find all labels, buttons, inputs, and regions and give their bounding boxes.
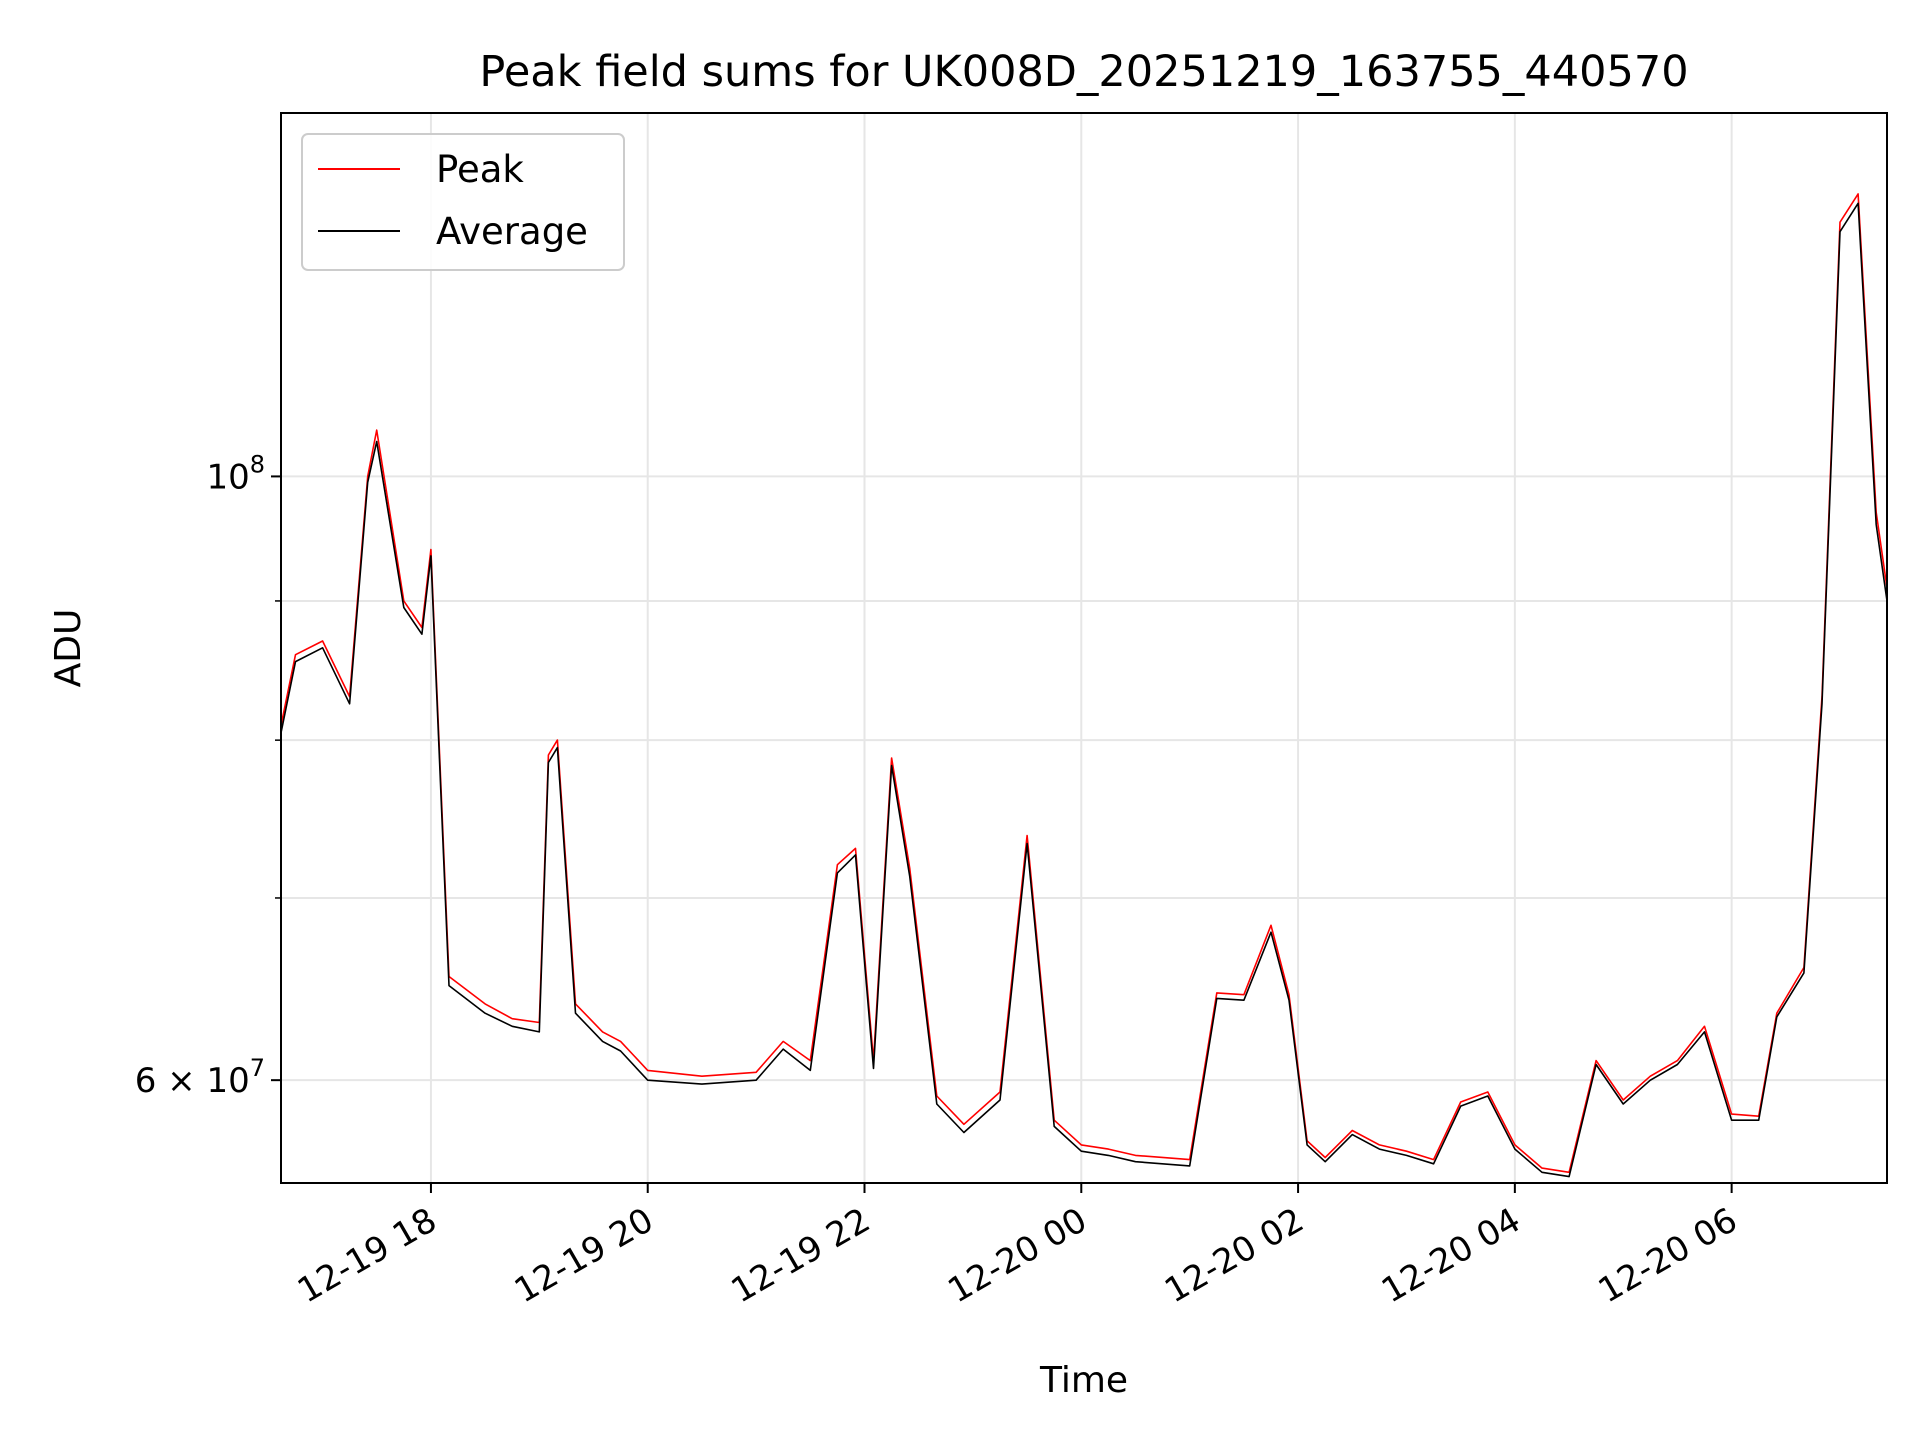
legend-label-peak: Peak [436, 148, 524, 191]
plot-frame [280, 112, 1888, 1184]
legend-label-average: Average [436, 210, 588, 253]
y-tick-label-6e7: 6 × 107 [135, 1054, 265, 1101]
x-axis-label: Time [1039, 1360, 1128, 1401]
grid [281, 113, 1887, 1183]
y-axis-label: ADU [48, 609, 89, 688]
series-layer [280, 193, 1888, 1178]
series-line-average [280, 202, 1888, 1178]
legend: Peak Average [301, 133, 625, 271]
series-line-peak [280, 193, 1888, 1174]
chart-title: Peak field sums for UK008D_20251219_1637… [479, 47, 1688, 97]
